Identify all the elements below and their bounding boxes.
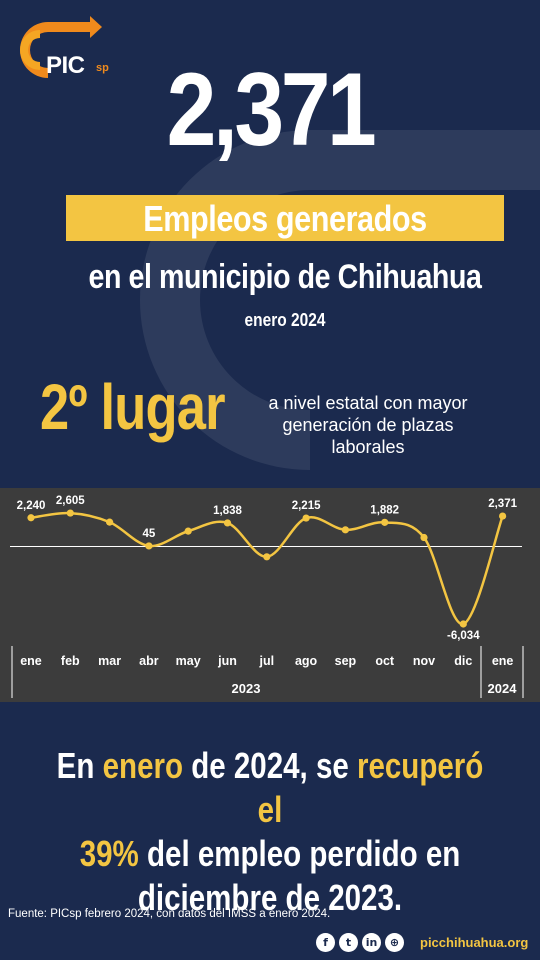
data-label-9: 1,882 bbox=[370, 504, 399, 516]
data-label-11: -6,034 bbox=[447, 630, 480, 642]
x-tick-label-7: ago bbox=[295, 654, 318, 668]
data-label-7: 2,215 bbox=[292, 500, 321, 512]
x-tick-label-8: sep bbox=[335, 654, 357, 668]
data-label-3: 45 bbox=[143, 528, 156, 540]
group-label-2024: 2024 bbox=[488, 681, 518, 696]
facebook-icon[interactable]: f bbox=[316, 933, 335, 952]
picsp-logo-icon bbox=[20, 16, 102, 78]
data-label-0: 2,240 bbox=[17, 500, 46, 512]
linkedin-icon[interactable]: in bbox=[362, 933, 381, 952]
conclusion-l1-mid: de 2024, se bbox=[183, 745, 357, 786]
data-point-mar-2 bbox=[106, 518, 114, 526]
conclusion-line-1: En enero de 2024, se recuperó el bbox=[49, 744, 492, 832]
headline-subtitle: en el municipio de Chihuahua bbox=[88, 258, 482, 296]
twitter-icon[interactable]: t bbox=[339, 933, 358, 952]
data-label-1: 2,605 bbox=[56, 495, 85, 507]
data-point-abr-3 bbox=[145, 542, 153, 550]
conclusion-l2-highlight: 39% bbox=[79, 833, 139, 874]
employment-line-chart: 2,240 2,605 45 1,838 2,215 1,882 -6,034 2,371 en… bbox=[10, 495, 524, 698]
data-point-ene-12 bbox=[499, 512, 507, 520]
conclusion-l1-highlight-1: enero bbox=[102, 745, 184, 786]
conclusion-l1-highlight-2: recuperó el bbox=[257, 745, 484, 830]
social-icons: f t in ⊕ bbox=[316, 933, 404, 953]
x-tick-label-1: feb bbox=[61, 654, 80, 668]
x-tick-label-3: abr bbox=[139, 654, 159, 668]
conclusion-line-2: 39% del empleo perdido en bbox=[49, 832, 492, 876]
group-label-2023: 2023 bbox=[232, 681, 261, 696]
conclusion-l1-pre: En bbox=[56, 745, 103, 786]
data-point-dic-11 bbox=[459, 620, 467, 628]
ranking-description: a nivel estatal con mayor generación de … bbox=[268, 393, 468, 457]
website-link[interactable]: picchihuahua.org bbox=[420, 935, 529, 950]
logo-text: PIC bbox=[46, 52, 85, 79]
x-tick-label-6: jul bbox=[259, 654, 275, 668]
headline-period: enero 2024 bbox=[244, 310, 326, 330]
conclusion-l2-rest: del empleo perdido en bbox=[138, 833, 461, 874]
headline-value: 2,371 bbox=[166, 52, 377, 168]
data-point-may-4 bbox=[184, 527, 192, 535]
data-point-nov-10 bbox=[420, 533, 428, 542]
web-icon[interactable]: ⊕ bbox=[385, 933, 404, 952]
series-line bbox=[30, 511, 504, 626]
data-point-ago-7 bbox=[302, 514, 310, 522]
data-point-oct-9 bbox=[381, 518, 389, 526]
data-point-jul-6 bbox=[263, 553, 271, 561]
x-tick-label-2: mar bbox=[98, 654, 121, 668]
x-tick-label-9: oct bbox=[375, 654, 395, 668]
x-tick-label-12: ene bbox=[492, 654, 514, 668]
x-tick-label-4: may bbox=[176, 654, 201, 668]
data-point-jun-5 bbox=[223, 519, 232, 527]
data-point-ene-0 bbox=[27, 514, 35, 522]
x-tick-label-0: ene bbox=[20, 654, 42, 668]
x-tick-label-10: nov bbox=[413, 654, 435, 668]
data-label-12: 2,371 bbox=[488, 498, 517, 510]
headline-banner-background bbox=[66, 195, 504, 241]
headline-banner-text: Empleos generados bbox=[143, 198, 427, 239]
ranking-place: 2º lugar bbox=[40, 371, 226, 443]
data-label-5: 1,838 bbox=[213, 505, 242, 517]
x-tick-label-5: jun bbox=[217, 654, 237, 668]
logo-suffix: sp bbox=[96, 62, 109, 74]
data-point-feb-1 bbox=[66, 509, 74, 517]
source-note: Fuente: PICsp febrero 2024, con datos de… bbox=[8, 908, 331, 920]
conclusion-line-3: diciembre de 2023. bbox=[137, 877, 403, 918]
chart-panel bbox=[0, 488, 540, 702]
conclusion-text: En enero de 2024, se recuperó el 39% del… bbox=[0, 744, 540, 920]
x-tick-label-11: dic bbox=[454, 654, 472, 668]
data-point-sep-8 bbox=[341, 526, 349, 534]
